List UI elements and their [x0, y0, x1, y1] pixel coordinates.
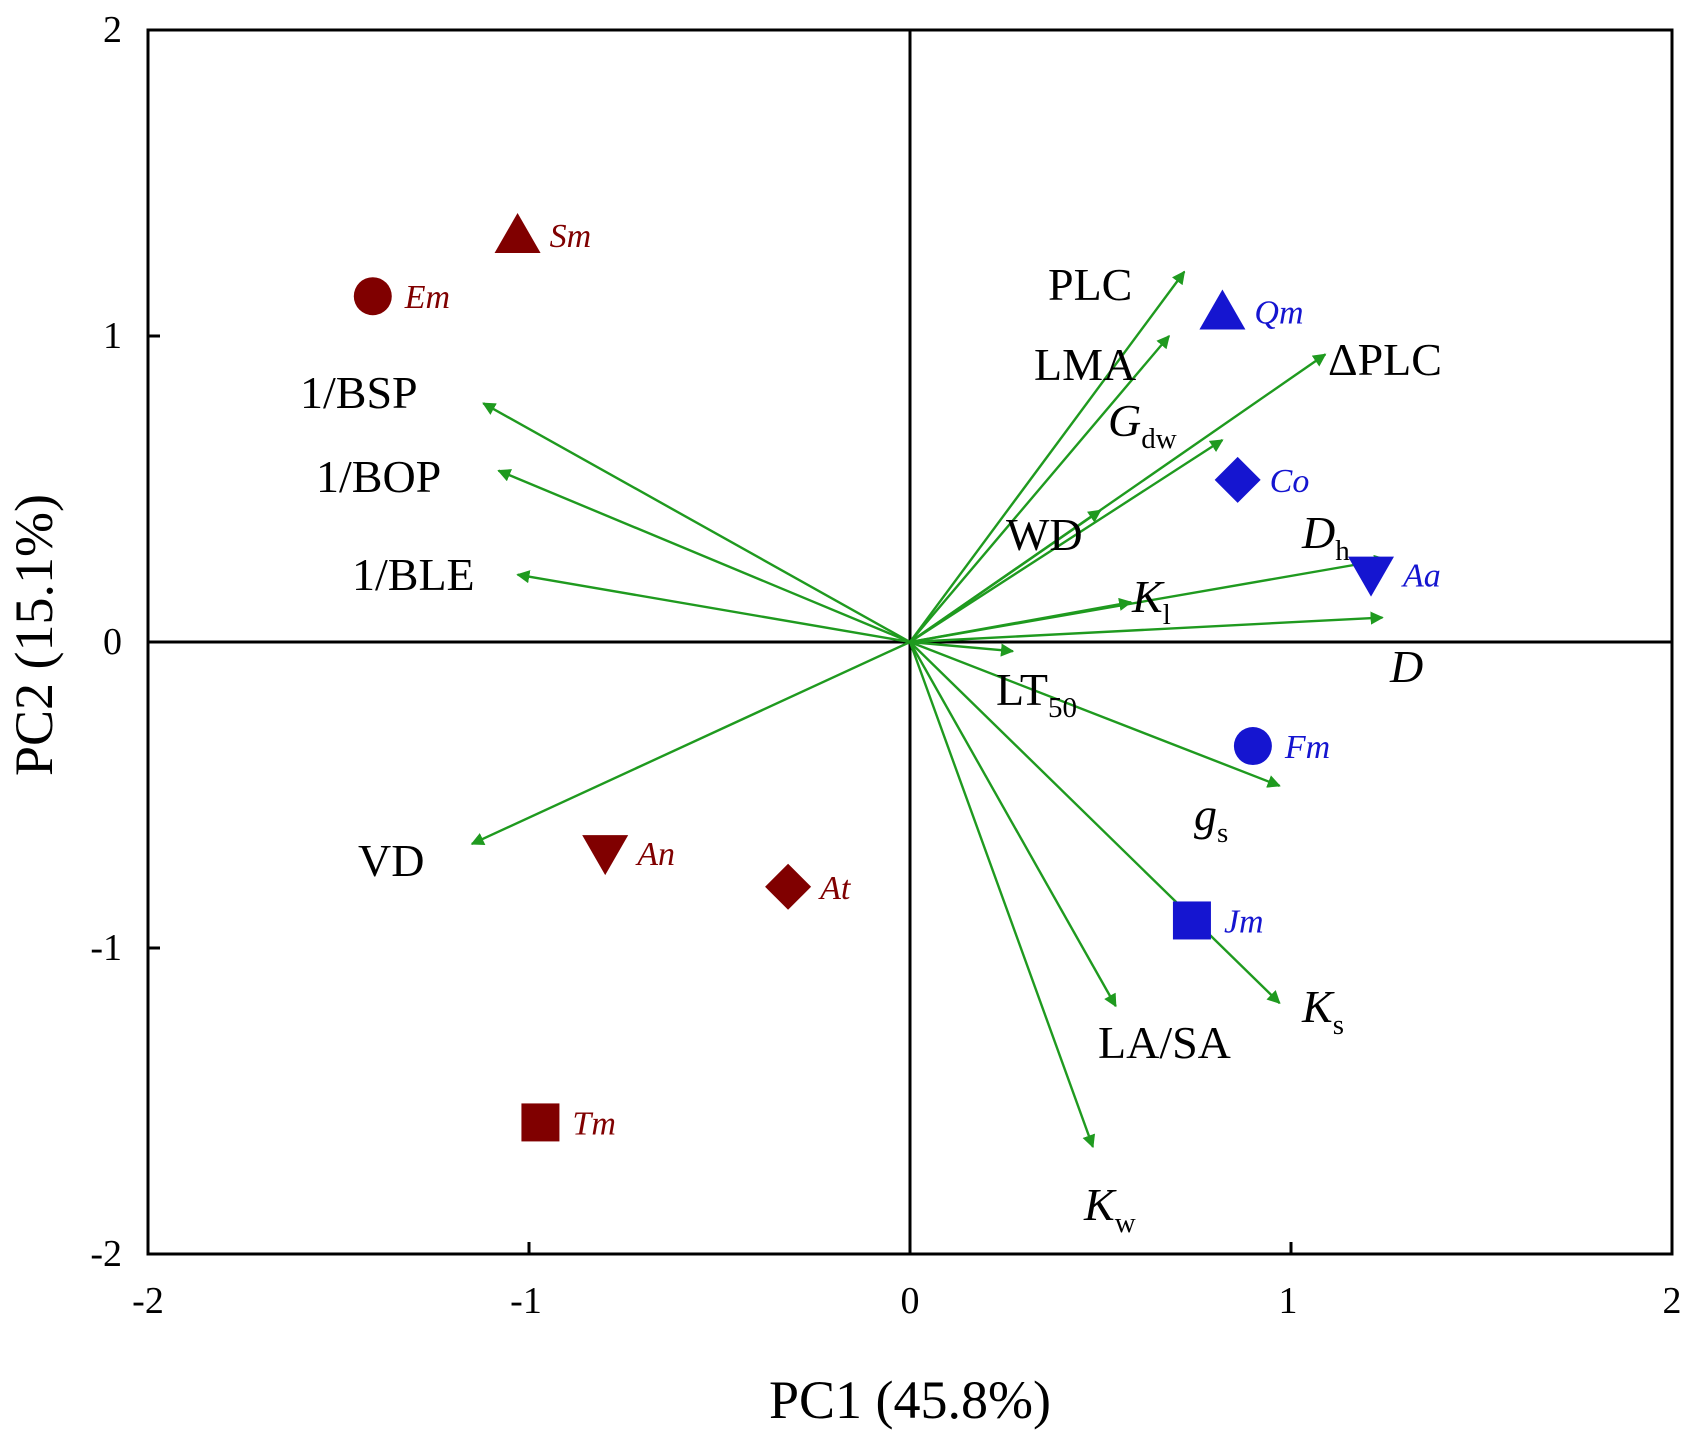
- species-label: An: [635, 836, 675, 873]
- x-tick-label: -2: [132, 1280, 164, 1322]
- loading-arrow: [909, 334, 1170, 643]
- loading-arrow: [909, 597, 1133, 644]
- loading-arrow: [908, 641, 1117, 1008]
- species-label: Qm: [1254, 295, 1303, 332]
- variable-label: 1/BLE: [352, 549, 475, 600]
- species-marker: [1172, 901, 1211, 940]
- variable-label: 1/BSP: [300, 367, 418, 418]
- species-marker: [1233, 727, 1272, 766]
- variable-label: Dh: [1301, 507, 1350, 567]
- y-tick-label: -1: [90, 927, 122, 969]
- species-marker: [582, 835, 629, 876]
- species-marker: [765, 863, 812, 910]
- species-marker: [494, 213, 541, 254]
- loading-arrow: [909, 270, 1186, 643]
- loading-arrow: [482, 402, 911, 644]
- y-axis-title: PC2 (15.1%): [4, 494, 64, 776]
- variable-label: Gdw: [1108, 395, 1177, 455]
- loading-arrow: [497, 469, 911, 644]
- loading-arrow: [908, 641, 1096, 1149]
- variable-label: 1/BOP: [316, 451, 441, 502]
- x-axis-title: PC1 (45.8%): [769, 1370, 1051, 1430]
- variable-label: LT50: [996, 664, 1077, 724]
- species-marker: [353, 277, 392, 316]
- variable-label: D: [1389, 641, 1423, 692]
- species-marker: [1348, 556, 1395, 597]
- variable-label: Kw: [1083, 1179, 1136, 1239]
- y-tick-label: 2: [103, 9, 122, 51]
- variable-label: VD: [358, 835, 424, 886]
- loading-arrow: [909, 611, 1384, 644]
- variable-label: LA/SA: [1098, 1017, 1231, 1068]
- species-label: Jm: [1224, 903, 1264, 940]
- species-label: Tm: [572, 1105, 615, 1142]
- x-tick-label: 0: [901, 1280, 920, 1322]
- x-tick-label: 2: [1663, 1280, 1682, 1322]
- y-tick-label: -2: [90, 1233, 122, 1275]
- loading-arrow: [909, 439, 1224, 644]
- loading-arrow: [470, 640, 911, 846]
- loading-arrow: [909, 641, 1281, 1005]
- loading-arrow: [909, 640, 1281, 788]
- species-label: Em: [404, 279, 450, 316]
- variable-label: WD: [1006, 509, 1083, 560]
- y-tick-label: 1: [103, 315, 122, 357]
- y-tick-label: 0: [103, 621, 122, 663]
- variable-label: Kl: [1131, 571, 1171, 631]
- species-points: Sm Em An At Tm Qm Co Aa Fm Jm: [353, 213, 1441, 1142]
- variable-label: ΔPLC: [1328, 334, 1442, 385]
- species-label: At: [818, 870, 852, 907]
- variable-label: PLC: [1048, 259, 1132, 310]
- loading-arrow: [909, 640, 1015, 657]
- species-label: Co: [1270, 463, 1310, 500]
- species-marker: [521, 1103, 560, 1142]
- x-tick-label: -1: [510, 1280, 542, 1322]
- species-label: Aa: [1401, 558, 1441, 595]
- species-marker: [1214, 456, 1261, 503]
- variable-label: gs: [1194, 789, 1228, 849]
- loading-arrow: [909, 509, 1102, 643]
- loading-arrows: [470, 270, 1388, 1149]
- species-marker: [1199, 289, 1246, 330]
- loading-arrow: [516, 570, 911, 644]
- x-tick-label: 1: [1279, 1280, 1298, 1322]
- species-label: Sm: [550, 218, 592, 255]
- species-label: Fm: [1284, 729, 1330, 766]
- variable-label: LMA: [1034, 339, 1136, 390]
- variable-label: Ks: [1301, 981, 1344, 1041]
